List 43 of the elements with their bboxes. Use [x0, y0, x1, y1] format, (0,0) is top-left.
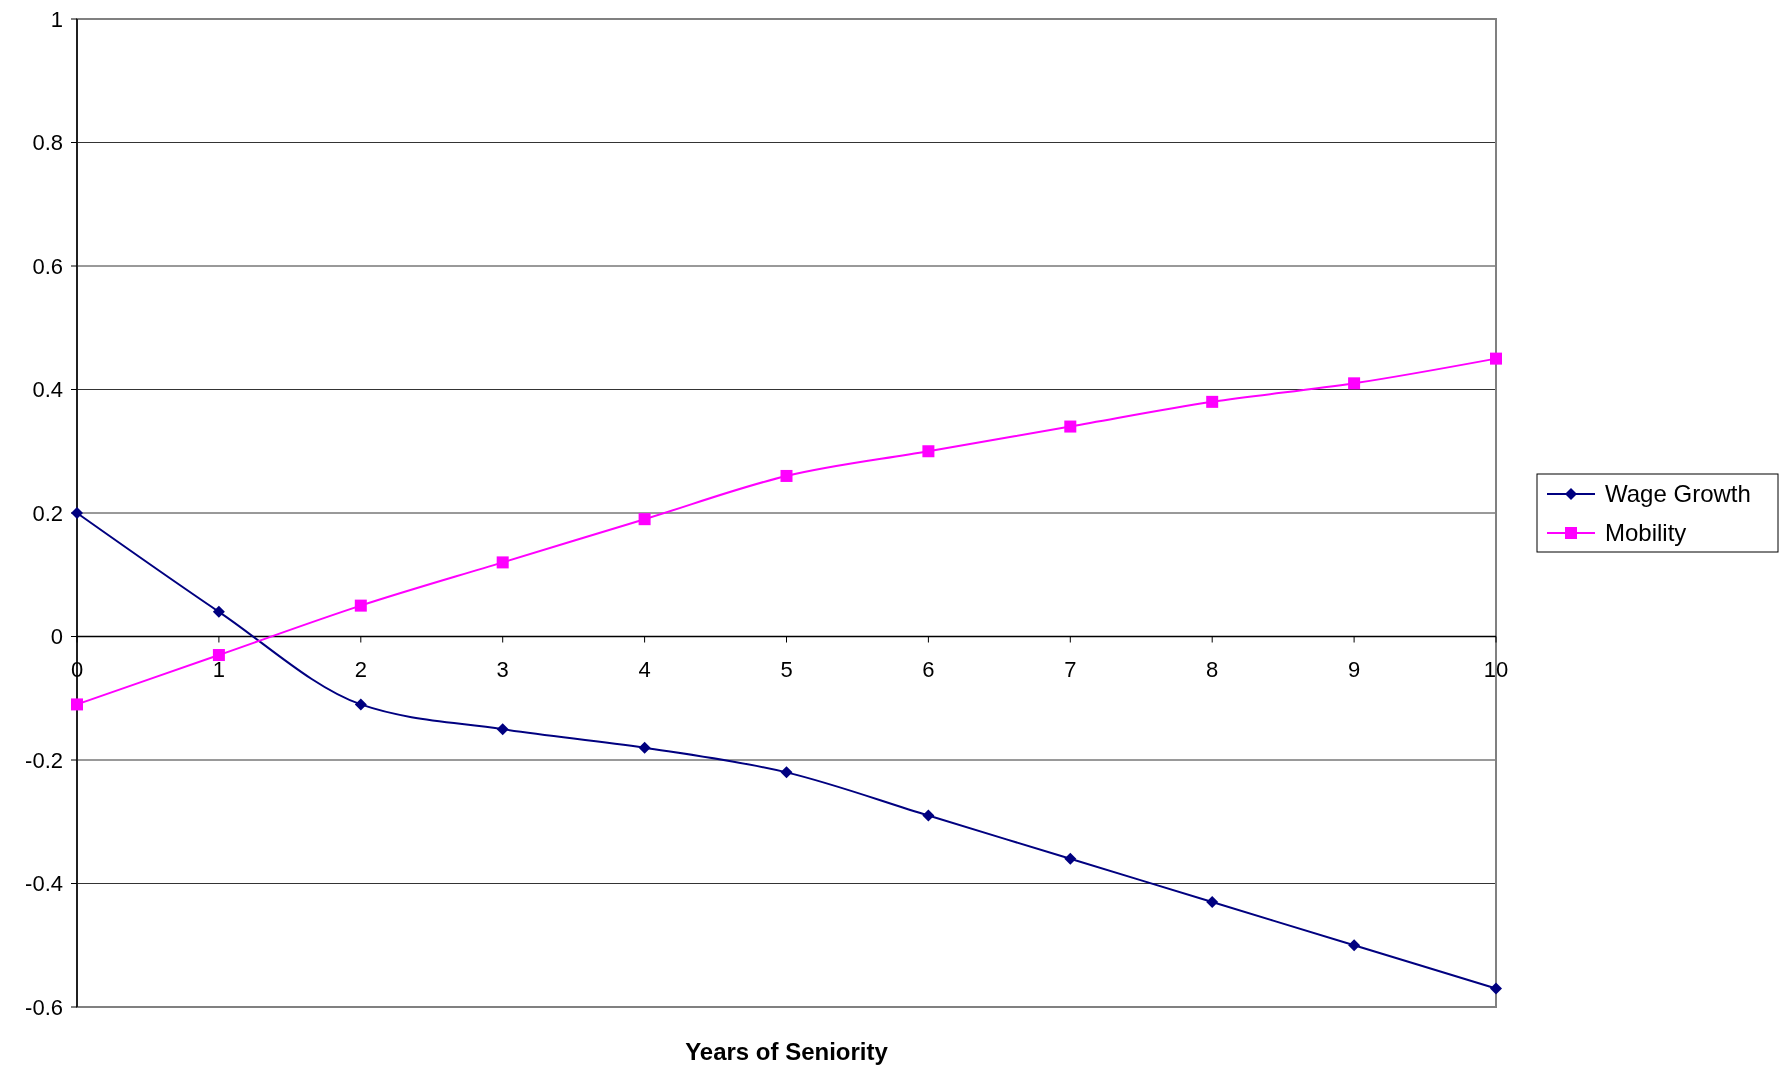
y-tick-label: 0: [50, 624, 63, 650]
x-tick-label: 2: [354, 656, 367, 682]
x-tick-label: 3: [496, 656, 509, 682]
point: [212, 605, 225, 618]
x-tick-label: 8: [1206, 656, 1219, 682]
point: [638, 513, 651, 526]
y-tick-label: 0.6: [32, 253, 63, 279]
y-tick-label: 0.2: [32, 500, 63, 526]
point: [1490, 982, 1502, 995]
point: [354, 599, 367, 612]
x-axis-title: Years of Seniority: [685, 1038, 889, 1065]
x-tick-label: 10: [1483, 656, 1509, 682]
point: [496, 723, 509, 736]
point: [354, 698, 367, 711]
point: [1348, 939, 1361, 952]
point: [1490, 352, 1502, 365]
y-tick-label: 1: [50, 6, 63, 32]
point: [71, 698, 83, 711]
y-tick-label: -0.2: [25, 747, 63, 773]
x-tick-label: 6: [922, 656, 935, 682]
point: [638, 741, 651, 754]
y-tick-label: 0.4: [32, 377, 63, 403]
point: [1206, 395, 1219, 408]
point: [1348, 377, 1361, 390]
x-tick-label: 9: [1347, 656, 1361, 682]
x-tick-label: 5: [780, 656, 793, 682]
point: [212, 649, 225, 662]
point: [496, 556, 509, 569]
x-tick-label: 1: [212, 656, 226, 682]
legend-label: Mobility: [1605, 519, 1687, 547]
x-tick-label: 7: [1064, 656, 1077, 682]
y-tick-label: -0.6: [25, 994, 63, 1020]
point: [922, 809, 935, 822]
y-tick-label: -0.4: [25, 871, 63, 897]
point: [1064, 420, 1077, 433]
x-tick-label: 4: [638, 656, 651, 682]
point: [1206, 896, 1219, 909]
point: [1064, 852, 1077, 865]
point: [780, 469, 793, 482]
y-tick-label: 0.8: [32, 130, 63, 156]
point: [922, 445, 935, 458]
legend-label: Wage Growth: [1605, 480, 1751, 508]
point: [780, 766, 793, 779]
